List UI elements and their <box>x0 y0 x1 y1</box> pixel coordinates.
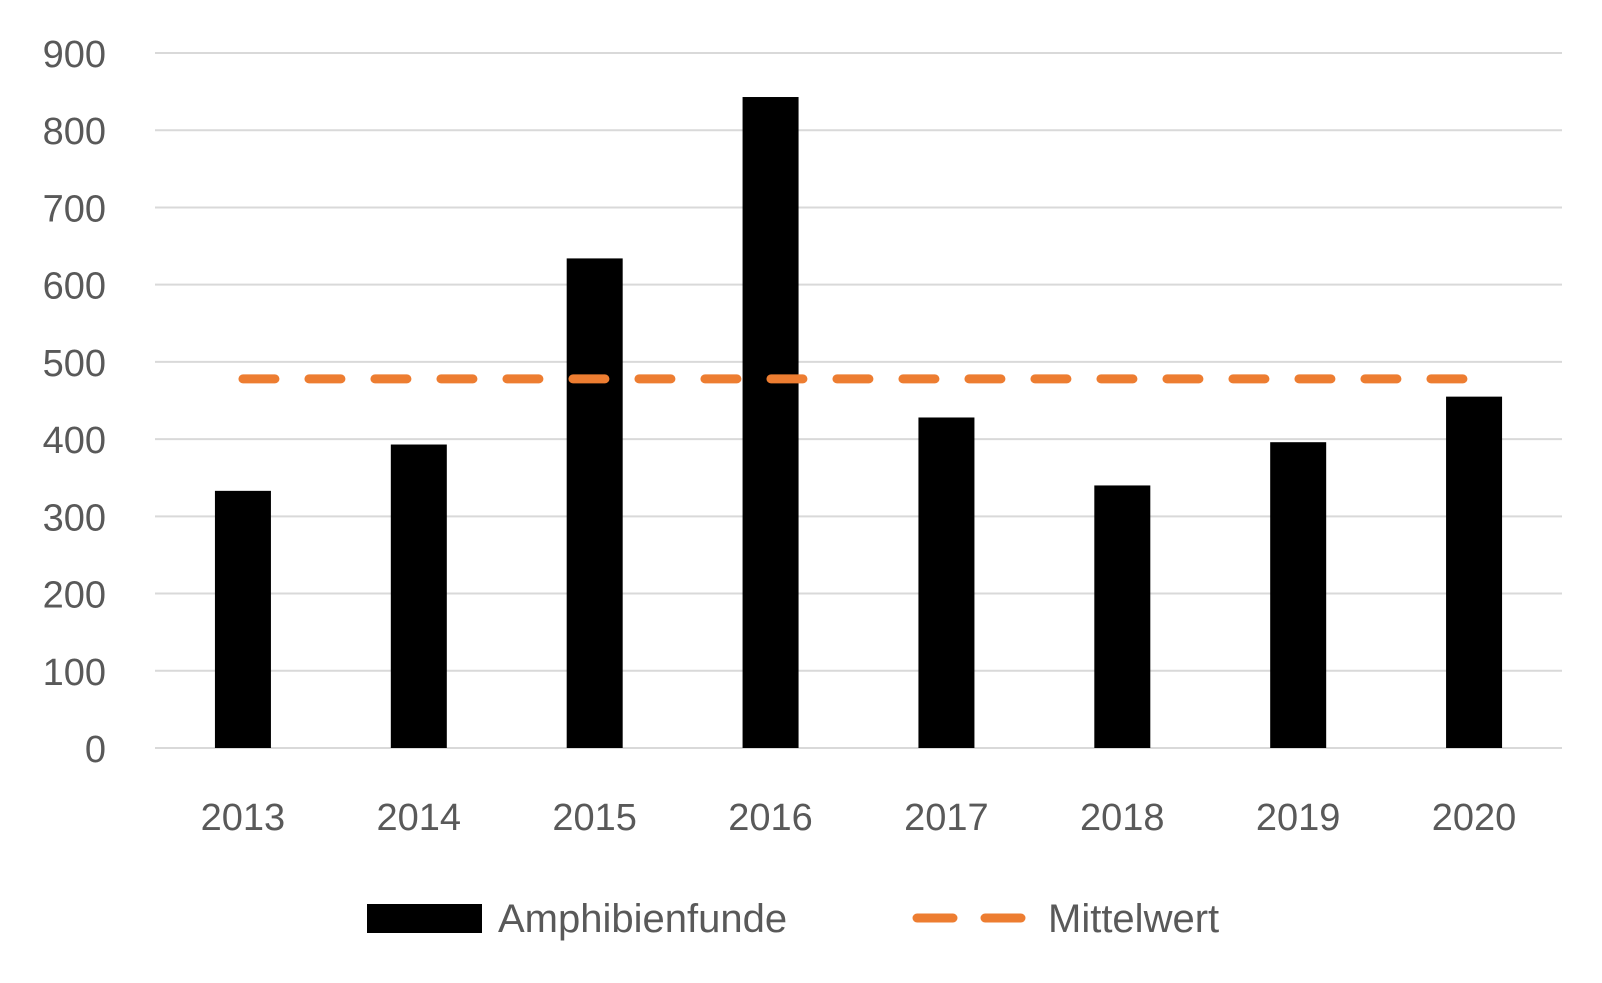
bar-2014 <box>390 444 447 748</box>
x-tick-label-2019: 2019 <box>1256 797 1341 839</box>
legend: Amphibienfunde Mittelwert <box>367 897 1219 941</box>
y-tick-label-0: 0 <box>85 729 106 771</box>
bar-series-amphibienfunde <box>214 97 1503 749</box>
x-tick-label-2014: 2014 <box>377 797 462 839</box>
gridlines <box>155 52 1562 749</box>
y-tick-label-100: 100 <box>43 652 106 694</box>
x-tick-label-2015: 2015 <box>552 797 637 839</box>
y-tick-label-900: 900 <box>43 34 106 76</box>
x-tick-label-2013: 2013 <box>201 797 286 839</box>
legend-label-amphibienfunde: Amphibienfunde <box>498 897 787 941</box>
x-tick-label-2016: 2016 <box>728 797 813 839</box>
bar-2013 <box>214 490 271 748</box>
y-tick-label-800: 800 <box>43 111 106 153</box>
y-tick-label-600: 600 <box>43 266 106 308</box>
y-tick-label-700: 700 <box>43 188 106 230</box>
x-tick-label-2020: 2020 <box>1432 797 1517 839</box>
bar-2015 <box>566 258 623 748</box>
bar-2019 <box>1270 442 1327 748</box>
y-tick-label-200: 200 <box>43 575 106 617</box>
legend-label-mittelwert: Mittelwert <box>1048 897 1219 941</box>
bar-2016 <box>742 97 799 749</box>
bar-2018 <box>1094 485 1151 748</box>
y-axis: 0 100 200 300 400 500 600 700 800 900 <box>43 34 106 771</box>
x-tick-label-2018: 2018 <box>1080 797 1165 839</box>
x-axis: 2013 2014 2015 2016 2017 2018 2019 2020 <box>201 797 1517 839</box>
y-tick-label-300: 300 <box>43 497 106 539</box>
y-tick-label-400: 400 <box>43 420 106 462</box>
bar-2020 <box>1446 396 1503 748</box>
x-tick-label-2017: 2017 <box>904 797 989 839</box>
legend-swatch-amphibienfunde <box>367 904 482 933</box>
bar-2017 <box>918 417 975 748</box>
y-tick-label-500: 500 <box>43 343 106 385</box>
